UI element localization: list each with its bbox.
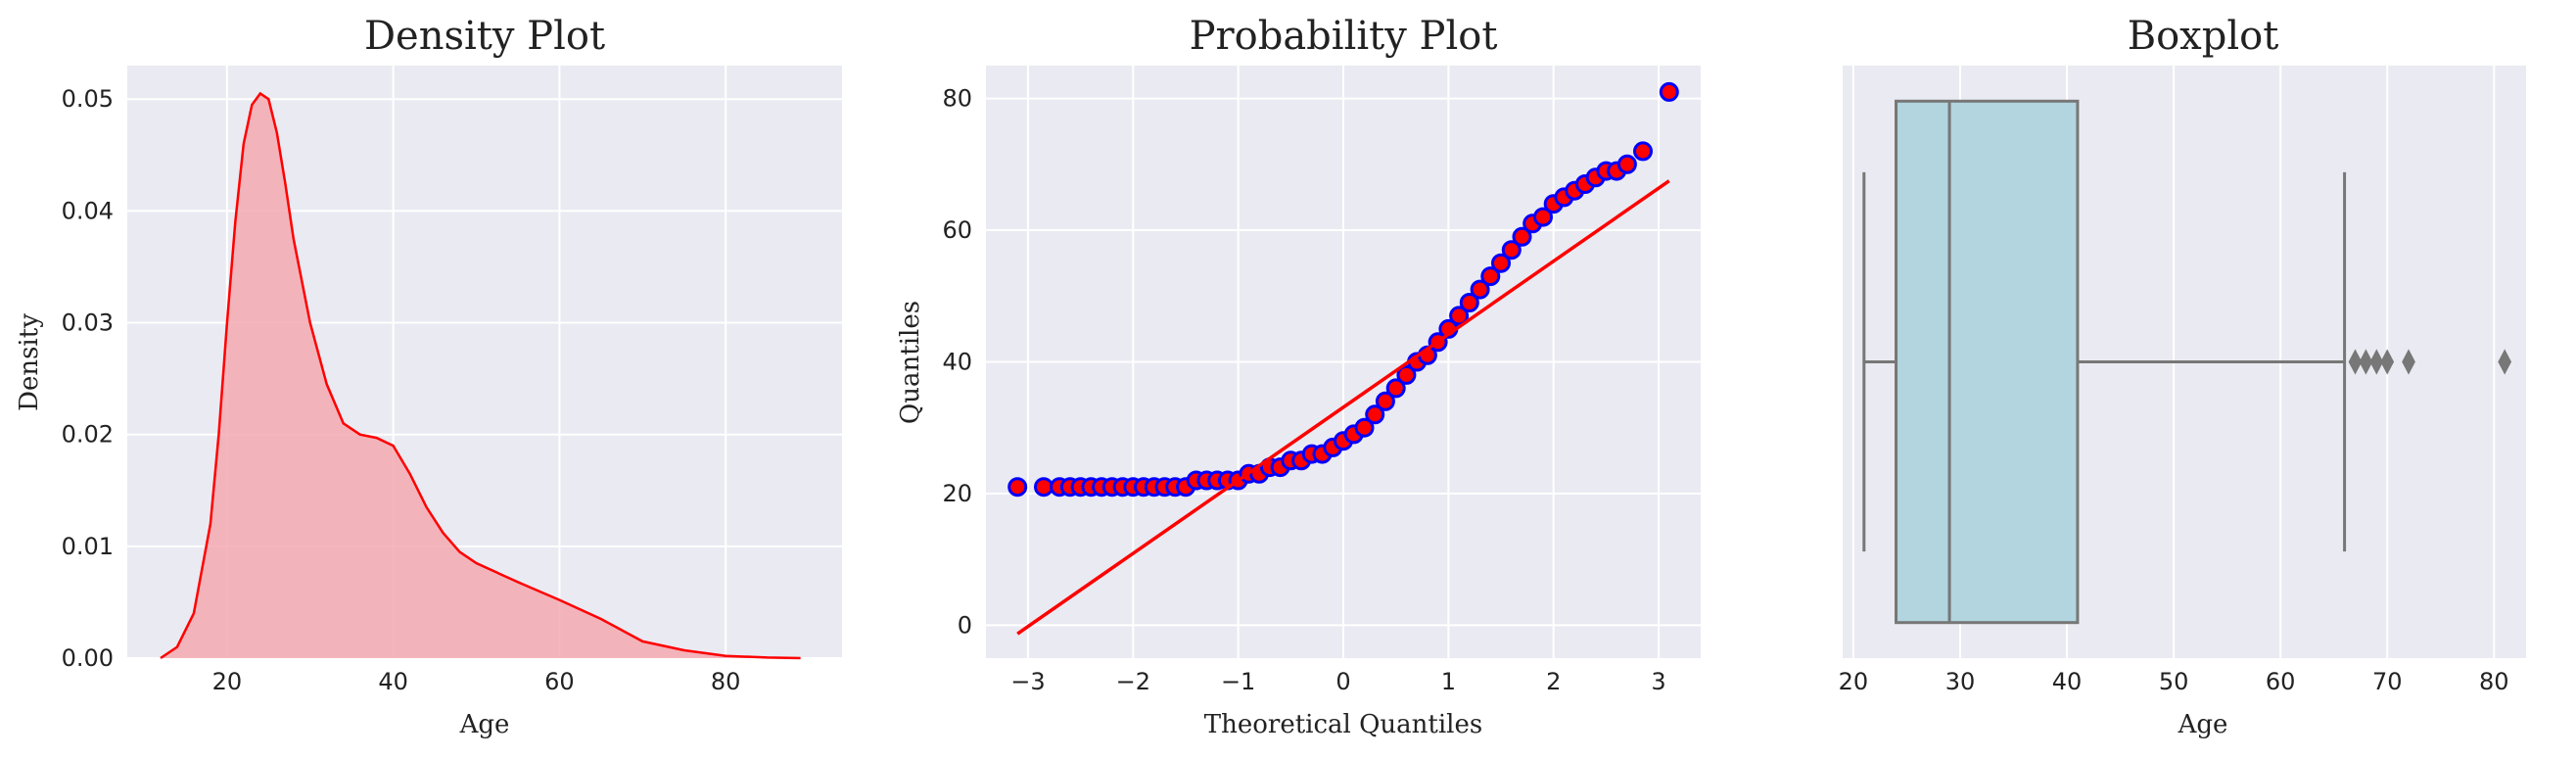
density-y-tick-label: 0.01 bbox=[62, 533, 114, 560]
quantile-point bbox=[1354, 417, 1375, 438]
quantile-point bbox=[1385, 378, 1406, 399]
boxplot-x-tick-label: 50 bbox=[2159, 668, 2189, 695]
quantile-point bbox=[1449, 306, 1470, 326]
probability-x-tick-label: −3 bbox=[1010, 668, 1045, 695]
probability-x-tick-label: 0 bbox=[1335, 668, 1350, 695]
boxplot-panel: 20 30 40 50 60 70 80 Boxplot Age bbox=[1839, 14, 2526, 739]
outlier-marker bbox=[2380, 349, 2395, 375]
boxplot-series bbox=[1862, 99, 2512, 625]
density-x-tick-label: 80 bbox=[711, 668, 741, 695]
probability-y-tick-label: 40 bbox=[942, 349, 972, 376]
quantile-point bbox=[1659, 81, 1679, 102]
quantile-point bbox=[1616, 154, 1637, 174]
density-y-tick-label: 0.00 bbox=[62, 644, 114, 672]
quantile-point bbox=[1491, 253, 1511, 273]
quantile-point bbox=[1480, 266, 1501, 287]
density-curve bbox=[160, 91, 801, 660]
density-x-tick-label: 60 bbox=[544, 668, 575, 695]
quantile-point bbox=[1533, 207, 1553, 227]
quantile-point bbox=[1470, 279, 1490, 300]
boxplot-x-tick-label: 40 bbox=[2052, 668, 2083, 695]
density-plot-y-ticks: 0.00 0.01 0.02 0.03 0.04 0.05 bbox=[62, 85, 114, 672]
boxplot-x-tick-label: 30 bbox=[1945, 668, 1976, 695]
density-x-tick-label: 20 bbox=[212, 668, 243, 695]
probability-plot-y-ticks: 0 20 40 60 80 bbox=[942, 85, 972, 640]
density-plot-panel: 20 40 60 80 0.00 0.01 0.02 0.03 0.04 0.05 Densit… bbox=[15, 14, 842, 739]
probability-plot-x-ticks: −3 −2 −1 0 1 2 3 bbox=[1010, 668, 1665, 695]
quantile-point bbox=[1034, 477, 1054, 498]
density-plot-x-label: Age bbox=[459, 710, 510, 739]
density-y-tick-label: 0.04 bbox=[62, 197, 114, 224]
boxplot-x-tick-label: 60 bbox=[2266, 668, 2296, 695]
probability-y-tick-label: 20 bbox=[942, 480, 972, 507]
probability-x-tick-label: −1 bbox=[1221, 668, 1255, 695]
density-y-tick-label: 0.05 bbox=[62, 85, 114, 113]
outlier-marker bbox=[2498, 349, 2512, 375]
fit-line bbox=[1016, 179, 1670, 636]
density-plot-series bbox=[160, 91, 801, 660]
probability-x-tick-label: −2 bbox=[1116, 668, 1150, 695]
boxplot-x-tick-label: 80 bbox=[2479, 668, 2509, 695]
outlier-marker bbox=[2402, 349, 2415, 375]
quantile-point bbox=[1375, 391, 1395, 411]
outlier-marker bbox=[2359, 349, 2373, 375]
quantile-point bbox=[1365, 404, 1385, 425]
density-y-tick-label: 0.02 bbox=[62, 421, 114, 449]
quantile-point bbox=[1512, 226, 1532, 247]
probability-plot-y-label: Quantiles bbox=[896, 301, 925, 424]
density-plot-x-ticks: 20 40 60 80 bbox=[212, 668, 741, 695]
boxplot-title: Boxplot bbox=[2128, 14, 2279, 59]
density-x-tick-label: 40 bbox=[378, 668, 408, 695]
outlier-marker bbox=[2348, 349, 2363, 375]
probability-x-tick-label: 2 bbox=[1546, 668, 1561, 695]
density-y-tick-label: 0.03 bbox=[62, 309, 114, 337]
interquartile-box bbox=[1895, 99, 2080, 625]
outlier-marker bbox=[2369, 349, 2384, 375]
boxplot-x-tick-label: 70 bbox=[2372, 668, 2403, 695]
density-area bbox=[161, 93, 801, 658]
density-plot-y-label: Density bbox=[15, 313, 44, 411]
probability-x-tick-label: 3 bbox=[1651, 668, 1665, 695]
probability-x-tick-label: 1 bbox=[1441, 668, 1456, 695]
probability-y-tick-label: 60 bbox=[942, 216, 972, 244]
probability-plot-x-label: Theoretical Quantiles bbox=[1204, 710, 1482, 739]
quantile-point bbox=[1501, 240, 1522, 261]
quantile-point bbox=[1396, 364, 1417, 385]
probability-plot-series bbox=[1007, 81, 1679, 636]
quantile-point bbox=[1007, 477, 1028, 498]
density-plot-title: Density Plot bbox=[364, 14, 605, 59]
probability-y-tick-label: 80 bbox=[942, 85, 972, 113]
probability-plot-grid bbox=[986, 66, 1701, 658]
boxplot-x-tick-label: 20 bbox=[1839, 668, 1869, 695]
probability-plot-title: Probability Plot bbox=[1190, 14, 1498, 59]
quantile-point bbox=[1633, 141, 1653, 162]
probability-y-tick-label: 0 bbox=[958, 611, 972, 639]
quantile-point bbox=[1459, 293, 1479, 312]
boxplot-x-ticks: 20 30 40 50 60 70 80 bbox=[1839, 668, 2509, 695]
probability-plot-panel: −3 −2 −1 0 1 2 3 0 20 40 60 80 Probability Plot Th… bbox=[896, 14, 1701, 739]
boxplot-x-label: Age bbox=[2178, 710, 2228, 739]
